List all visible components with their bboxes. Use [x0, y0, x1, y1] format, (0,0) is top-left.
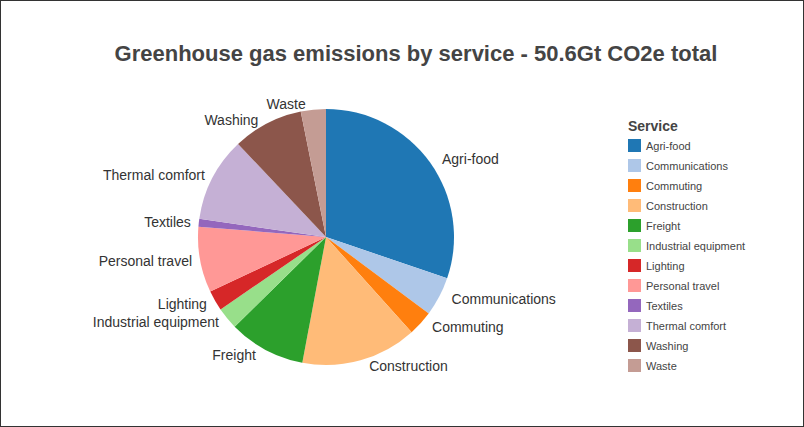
svg-text:Waste: Waste — [646, 360, 677, 372]
svg-text:Greenhouse gas emissions by se: Greenhouse gas emissions by service - 50… — [115, 41, 718, 66]
svg-text:Service: Service — [628, 118, 678, 134]
svg-text:Agri-food: Agri-food — [646, 140, 691, 152]
svg-text:Waste: Waste — [267, 96, 306, 112]
svg-text:Agri-food: Agri-food — [442, 151, 499, 167]
svg-text:Communications: Communications — [452, 291, 556, 307]
svg-text:Lighting: Lighting — [158, 296, 207, 312]
svg-text:Commuting: Commuting — [432, 319, 504, 335]
svg-text:Construction: Construction — [646, 200, 708, 212]
svg-text:Washing: Washing — [646, 340, 688, 352]
svg-text:Commuting: Commuting — [646, 180, 702, 192]
svg-text:Textiles: Textiles — [144, 214, 191, 230]
svg-text:Lighting: Lighting — [646, 260, 685, 272]
svg-text:Personal travel: Personal travel — [646, 280, 719, 292]
svg-text:Industrial equipment: Industrial equipment — [93, 314, 219, 330]
svg-text:Industrial equipment: Industrial equipment — [646, 240, 745, 252]
svg-text:Personal travel: Personal travel — [99, 253, 192, 269]
svg-text:Textiles: Textiles — [646, 300, 683, 312]
svg-text:Thermal comfort: Thermal comfort — [103, 167, 205, 183]
svg-text:Thermal comfort: Thermal comfort — [646, 320, 726, 332]
svg-text:Freight: Freight — [646, 220, 680, 232]
svg-text:Communications: Communications — [646, 160, 728, 172]
svg-text:Freight: Freight — [212, 347, 256, 363]
svg-text:Washing: Washing — [204, 112, 258, 128]
svg-text:Construction: Construction — [369, 358, 448, 374]
